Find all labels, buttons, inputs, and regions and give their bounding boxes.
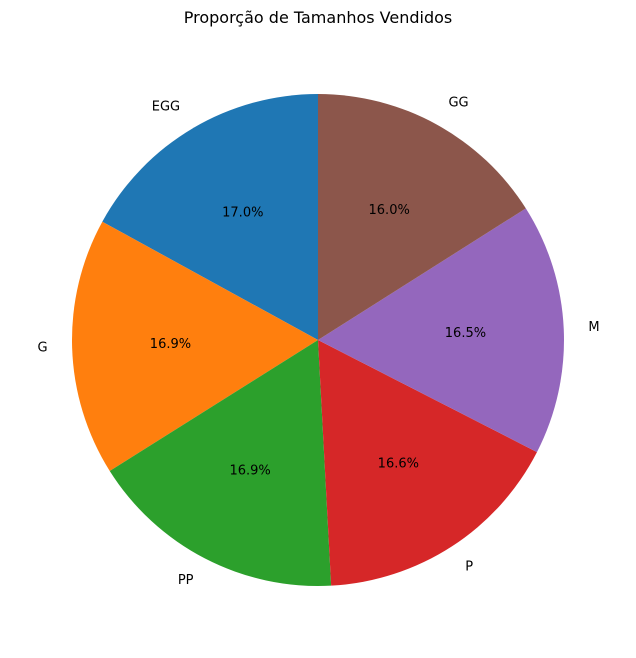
slice-percent-label: 16.9% bbox=[150, 337, 191, 352]
slice-percent-label: 16.9% bbox=[229, 464, 270, 479]
slice-category-label: G bbox=[37, 341, 47, 356]
slice-category-label: GG bbox=[448, 95, 468, 110]
pie-slice-egg bbox=[102, 94, 318, 340]
slice-category-label: EGG bbox=[152, 100, 180, 115]
slice-percent-label: 16.5% bbox=[445, 326, 486, 341]
slice-percent-label: 17.0% bbox=[222, 205, 263, 220]
slice-category-label: P bbox=[465, 560, 473, 575]
slice-percent-label: 16.0% bbox=[369, 203, 410, 218]
slice-percent-label: 16.6% bbox=[378, 456, 419, 471]
pie-slice-p bbox=[318, 340, 537, 586]
pie-slice-gg bbox=[318, 94, 526, 340]
pie-slice-g bbox=[72, 221, 319, 471]
chart-title: Proporção de Tamanhos Vendidos bbox=[183, 8, 453, 27]
slice-category-label: M bbox=[588, 320, 599, 335]
slice-category-label: PP bbox=[178, 573, 194, 588]
pie-slice-pp bbox=[109, 340, 332, 586]
pie-slice-m bbox=[318, 208, 565, 453]
